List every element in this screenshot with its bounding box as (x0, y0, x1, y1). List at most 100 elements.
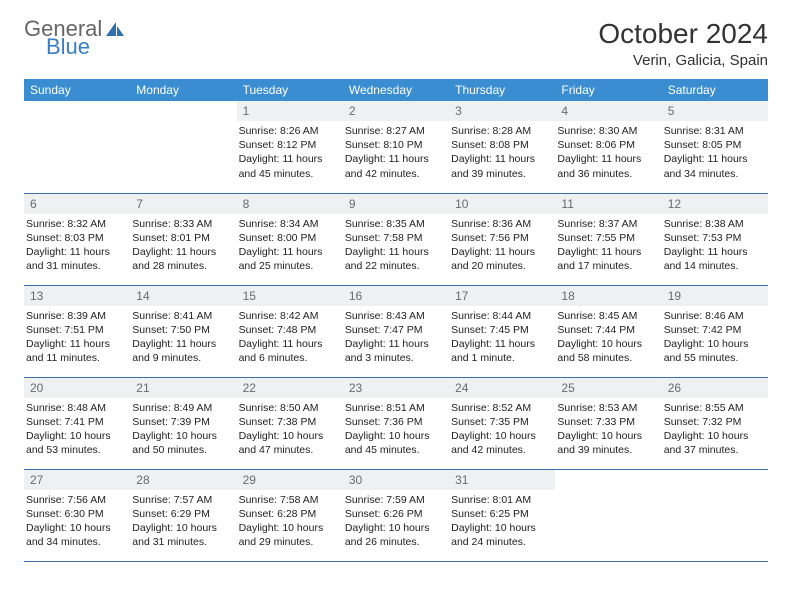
daylight-text: Daylight: 10 hours and 58 minutes. (557, 337, 659, 365)
dayname: Wednesday (343, 79, 449, 101)
sunrise-text: Sunrise: 8:31 AM (664, 124, 766, 138)
daylight-text: Daylight: 11 hours and 28 minutes. (132, 245, 234, 273)
day-number: 14 (130, 286, 236, 306)
sunrise-text: Sunrise: 7:56 AM (26, 493, 128, 507)
sunset-text: Sunset: 7:56 PM (451, 231, 553, 245)
day-number: 29 (237, 470, 343, 490)
daylight-text: Daylight: 11 hours and 14 minutes. (664, 245, 766, 273)
sunset-text: Sunset: 8:05 PM (664, 138, 766, 152)
calendar-cell: 24Sunrise: 8:52 AMSunset: 7:35 PMDayligh… (449, 377, 555, 469)
sunset-text: Sunset: 7:33 PM (557, 415, 659, 429)
day-number: 12 (662, 194, 768, 214)
brand-text-2: Blue (46, 36, 126, 58)
sunset-text: Sunset: 7:32 PM (664, 415, 766, 429)
day-number: 5 (662, 101, 768, 121)
day-number: 1 (237, 101, 343, 121)
sunset-text: Sunset: 7:36 PM (345, 415, 447, 429)
dayname: Saturday (662, 79, 768, 101)
day-info: Sunrise: 8:01 AMSunset: 6:25 PMDaylight:… (449, 490, 555, 550)
daylight-text: Daylight: 11 hours and 39 minutes. (451, 152, 553, 180)
day-info: Sunrise: 8:32 AMSunset: 8:03 PMDaylight:… (24, 214, 130, 274)
calendar-cell: 31Sunrise: 8:01 AMSunset: 6:25 PMDayligh… (449, 469, 555, 561)
day-number: 9 (343, 194, 449, 214)
sunrise-text: Sunrise: 8:48 AM (26, 401, 128, 415)
calendar-body: ..1Sunrise: 8:26 AMSunset: 8:12 PMDaylig… (24, 101, 768, 561)
calendar-cell: 12Sunrise: 8:38 AMSunset: 7:53 PMDayligh… (662, 193, 768, 285)
day-number: 26 (662, 378, 768, 398)
day-info: Sunrise: 8:52 AMSunset: 7:35 PMDaylight:… (449, 398, 555, 458)
daylight-text: Daylight: 10 hours and 37 minutes. (664, 429, 766, 457)
sunrise-text: Sunrise: 8:42 AM (239, 309, 341, 323)
sunset-text: Sunset: 6:25 PM (451, 507, 553, 521)
day-info: Sunrise: 8:48 AMSunset: 7:41 PMDaylight:… (24, 398, 130, 458)
daylight-text: Daylight: 11 hours and 3 minutes. (345, 337, 447, 365)
sunrise-text: Sunrise: 8:33 AM (132, 217, 234, 231)
daylight-text: Daylight: 10 hours and 39 minutes. (557, 429, 659, 457)
calendar-cell: . (24, 101, 130, 193)
daylight-text: Daylight: 11 hours and 1 minute. (451, 337, 553, 365)
daylight-text: Daylight: 11 hours and 45 minutes. (239, 152, 341, 180)
calendar-cell: 14Sunrise: 8:41 AMSunset: 7:50 PMDayligh… (130, 285, 236, 377)
daylight-text: Daylight: 11 hours and 25 minutes. (239, 245, 341, 273)
sunset-text: Sunset: 7:48 PM (239, 323, 341, 337)
calendar-cell: 25Sunrise: 8:53 AMSunset: 7:33 PMDayligh… (555, 377, 661, 469)
day-number: 31 (449, 470, 555, 490)
day-number: 24 (449, 378, 555, 398)
calendar-cell: 23Sunrise: 8:51 AMSunset: 7:36 PMDayligh… (343, 377, 449, 469)
sunset-text: Sunset: 8:01 PM (132, 231, 234, 245)
header: General Blue October 2024 Verin, Galicia… (24, 18, 768, 69)
sunrise-text: Sunrise: 8:30 AM (557, 124, 659, 138)
sunrise-text: Sunrise: 8:34 AM (239, 217, 341, 231)
calendar-cell: 22Sunrise: 8:50 AMSunset: 7:38 PMDayligh… (237, 377, 343, 469)
daylight-text: Daylight: 11 hours and 11 minutes. (26, 337, 128, 365)
day-number: 18 (555, 286, 661, 306)
sunset-text: Sunset: 6:30 PM (26, 507, 128, 521)
month-title: October 2024 (598, 18, 768, 50)
sunrise-text: Sunrise: 8:44 AM (451, 309, 553, 323)
day-number: 8 (237, 194, 343, 214)
dayname: Friday (555, 79, 661, 101)
day-number: 19 (662, 286, 768, 306)
daylight-text: Daylight: 10 hours and 31 minutes. (132, 521, 234, 549)
daylight-text: Daylight: 11 hours and 17 minutes. (557, 245, 659, 273)
sunset-text: Sunset: 7:39 PM (132, 415, 234, 429)
sunrise-text: Sunrise: 7:59 AM (345, 493, 447, 507)
calendar-cell: 13Sunrise: 8:39 AMSunset: 7:51 PMDayligh… (24, 285, 130, 377)
daylight-text: Daylight: 10 hours and 24 minutes. (451, 521, 553, 549)
day-info: Sunrise: 8:33 AMSunset: 8:01 PMDaylight:… (130, 214, 236, 274)
day-info: Sunrise: 8:36 AMSunset: 7:56 PMDaylight:… (449, 214, 555, 274)
sunset-text: Sunset: 8:03 PM (26, 231, 128, 245)
day-info: Sunrise: 8:38 AMSunset: 7:53 PMDaylight:… (662, 214, 768, 274)
daylight-text: Daylight: 11 hours and 9 minutes. (132, 337, 234, 365)
sunrise-text: Sunrise: 8:35 AM (345, 217, 447, 231)
day-info: Sunrise: 8:30 AMSunset: 8:06 PMDaylight:… (555, 121, 661, 181)
sunrise-text: Sunrise: 8:27 AM (345, 124, 447, 138)
day-info: Sunrise: 8:53 AMSunset: 7:33 PMDaylight:… (555, 398, 661, 458)
day-info: Sunrise: 7:56 AMSunset: 6:30 PMDaylight:… (24, 490, 130, 550)
day-number: 17 (449, 286, 555, 306)
calendar-cell: 8Sunrise: 8:34 AMSunset: 8:00 PMDaylight… (237, 193, 343, 285)
sunset-text: Sunset: 7:55 PM (557, 231, 659, 245)
sunset-text: Sunset: 7:44 PM (557, 323, 659, 337)
sunrise-text: Sunrise: 8:36 AM (451, 217, 553, 231)
daylight-text: Daylight: 11 hours and 22 minutes. (345, 245, 447, 273)
calendar-cell: 29Sunrise: 7:58 AMSunset: 6:28 PMDayligh… (237, 469, 343, 561)
sunrise-text: Sunrise: 8:43 AM (345, 309, 447, 323)
day-number: 4 (555, 101, 661, 121)
day-number: 23 (343, 378, 449, 398)
daylight-text: Daylight: 10 hours and 26 minutes. (345, 521, 447, 549)
day-info: Sunrise: 8:31 AMSunset: 8:05 PMDaylight:… (662, 121, 768, 181)
day-info: Sunrise: 7:57 AMSunset: 6:29 PMDaylight:… (130, 490, 236, 550)
sunrise-text: Sunrise: 7:58 AM (239, 493, 341, 507)
day-number: 13 (24, 286, 130, 306)
day-info: Sunrise: 8:37 AMSunset: 7:55 PMDaylight:… (555, 214, 661, 274)
calendar-cell: 3Sunrise: 8:28 AMSunset: 8:08 PMDaylight… (449, 101, 555, 193)
sunset-text: Sunset: 8:06 PM (557, 138, 659, 152)
sunset-text: Sunset: 7:53 PM (664, 231, 766, 245)
dayname: Sunday (24, 79, 130, 101)
daylight-text: Daylight: 10 hours and 53 minutes. (26, 429, 128, 457)
sunset-text: Sunset: 7:35 PM (451, 415, 553, 429)
day-info: Sunrise: 8:45 AMSunset: 7:44 PMDaylight:… (555, 306, 661, 366)
calendar-cell: 27Sunrise: 7:56 AMSunset: 6:30 PMDayligh… (24, 469, 130, 561)
calendar-cell: 26Sunrise: 8:55 AMSunset: 7:32 PMDayligh… (662, 377, 768, 469)
